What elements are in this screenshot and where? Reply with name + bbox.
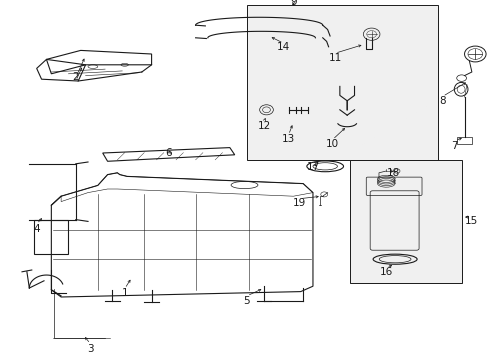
Text: 17: 17 bbox=[305, 162, 319, 172]
Text: 1: 1 bbox=[121, 288, 128, 298]
Text: 4: 4 bbox=[33, 224, 40, 234]
Text: 10: 10 bbox=[325, 139, 338, 149]
Bar bbox=[349, 160, 461, 283]
Bar bbox=[246, 5, 437, 160]
Text: 14: 14 bbox=[276, 42, 290, 52]
Text: 9: 9 bbox=[289, 0, 296, 7]
Text: 16: 16 bbox=[379, 267, 392, 277]
Text: 8: 8 bbox=[438, 96, 445, 106]
Text: 6: 6 bbox=[165, 148, 172, 158]
Text: 19: 19 bbox=[292, 198, 305, 208]
Text: 18: 18 bbox=[386, 168, 400, 178]
Text: 2: 2 bbox=[72, 72, 79, 82]
Text: 11: 11 bbox=[327, 53, 341, 63]
Text: 3: 3 bbox=[87, 344, 94, 354]
Text: 12: 12 bbox=[257, 121, 270, 131]
Bar bbox=[456, 137, 471, 144]
Text: 15: 15 bbox=[464, 216, 478, 226]
Text: 7: 7 bbox=[450, 141, 457, 151]
Text: 13: 13 bbox=[281, 134, 295, 144]
Bar bbox=[34, 220, 68, 254]
Text: 5: 5 bbox=[243, 296, 250, 306]
